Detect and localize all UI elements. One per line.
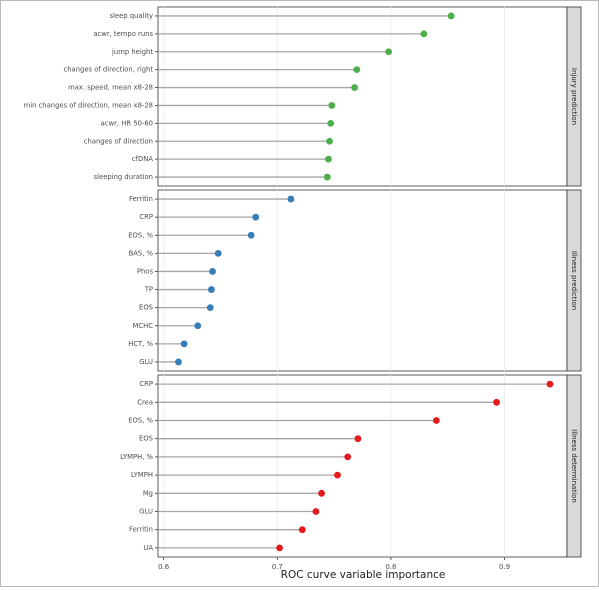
y-tick-label: EOS, % <box>128 231 153 239</box>
lollipop-point <box>180 340 188 348</box>
y-tick-label: acwr, HR 50-60 <box>101 119 153 127</box>
lollipop-point <box>287 195 295 203</box>
y-tick-label: GLU <box>139 508 153 516</box>
y-tick-label: UA <box>143 544 153 552</box>
y-tick-label: jump height <box>111 48 153 56</box>
lollipop-point <box>298 526 306 534</box>
y-tick-label: sleep quality <box>109 12 153 20</box>
y-tick-label: Crea <box>137 398 153 406</box>
x-axis: 0.6 0.7 0.8 0.9 <box>158 557 510 571</box>
y-tick-label: Phos <box>137 267 154 275</box>
y-tick-label: max. speed, mean x8-28 <box>68 84 153 92</box>
y-tick-label: acwr, tempo runs <box>93 30 153 38</box>
y-tick-label: EOS, % <box>128 417 153 425</box>
lollipop-point <box>420 30 428 38</box>
chart-panels: Injury prediction sleep quality acwr, temp… <box>24 6 582 558</box>
y-tick-label: CRP <box>139 213 153 221</box>
lollipop-point <box>323 173 331 181</box>
y-tick-label: GLU <box>139 358 153 366</box>
x-tick-label: 0.8 <box>385 563 396 571</box>
lollipop-point <box>206 304 214 312</box>
lollipop-point <box>247 231 255 239</box>
lollipop-point <box>328 102 336 109</box>
y-tick-label: changes of direction <box>84 137 153 145</box>
panel-border <box>157 189 568 372</box>
x-tick-label: 0.6 <box>158 563 170 571</box>
lollipop-point <box>312 508 320 515</box>
lollipop-point <box>209 268 216 275</box>
y-tick-label: BAS, % <box>129 249 154 257</box>
y-tick-label: HCT, % <box>128 340 153 348</box>
y-tick-label: EOS <box>139 304 153 312</box>
x-tick-label: 0.7 <box>272 563 283 571</box>
y-tick-label: changes of direction, right <box>63 66 153 74</box>
lollipop-point <box>447 12 455 20</box>
lollipop-point <box>432 417 440 424</box>
lollipop-point <box>194 322 202 330</box>
y-tick-label: cfDNA <box>132 155 153 163</box>
y-tick-label: EOS <box>139 435 153 443</box>
lollipop-point <box>214 249 222 257</box>
lollipop-point <box>351 84 358 91</box>
strip-label: Illness determination <box>570 429 578 503</box>
lollipop-point <box>326 137 333 145</box>
y-tick-label: Ferritin <box>129 195 153 203</box>
lollipop-point <box>276 544 283 552</box>
strip-label: Injury prediction <box>570 68 578 125</box>
lollipop-point <box>353 66 361 74</box>
y-tick-label: TP <box>144 286 153 294</box>
y-tick-label: min changes of direction, mean x8-28 <box>24 101 153 109</box>
strip-label: Illness prediction <box>570 251 578 310</box>
lollipop-point <box>385 48 393 56</box>
strip-background <box>566 189 582 372</box>
lollipop-point <box>334 471 341 479</box>
x-tick-label: 0.9 <box>499 563 510 571</box>
lollipop-point <box>344 453 352 461</box>
panel-1: Injury prediction sleep quality acwr, temp… <box>24 6 582 187</box>
lollipop-point <box>493 398 500 406</box>
lollipop-point <box>207 286 215 293</box>
strip-background <box>566 6 582 187</box>
y-tick-label: sleeping duration <box>94 173 153 181</box>
x-axis-label: ROC curve variable importance <box>281 569 446 581</box>
lollipop-point <box>354 435 362 443</box>
y-tick-label: MCHC <box>133 322 154 330</box>
lollipop-point <box>252 213 260 221</box>
y-tick-label: CRP <box>139 380 153 388</box>
panel-border <box>157 6 568 187</box>
panel-border <box>157 374 568 558</box>
lollipop-point <box>175 358 182 366</box>
lollipop-point <box>546 380 554 388</box>
panel-2: Illness prediction Ferritin CRP EOS, % BAS, … <box>128 189 582 372</box>
strip-background <box>566 374 582 558</box>
y-tick-label: LYMPH <box>131 471 153 479</box>
y-tick-label: Ferritin <box>129 526 153 534</box>
y-tick-label: LYMPH, % <box>120 453 153 461</box>
lollipop-point <box>327 119 335 127</box>
panel-3: Illness determination CRP Crea EOS, % EOS LYM… <box>120 374 582 558</box>
lollipop-point <box>318 489 325 497</box>
y-tick-label: Mg <box>143 489 153 497</box>
lollipop-point <box>325 155 332 163</box>
